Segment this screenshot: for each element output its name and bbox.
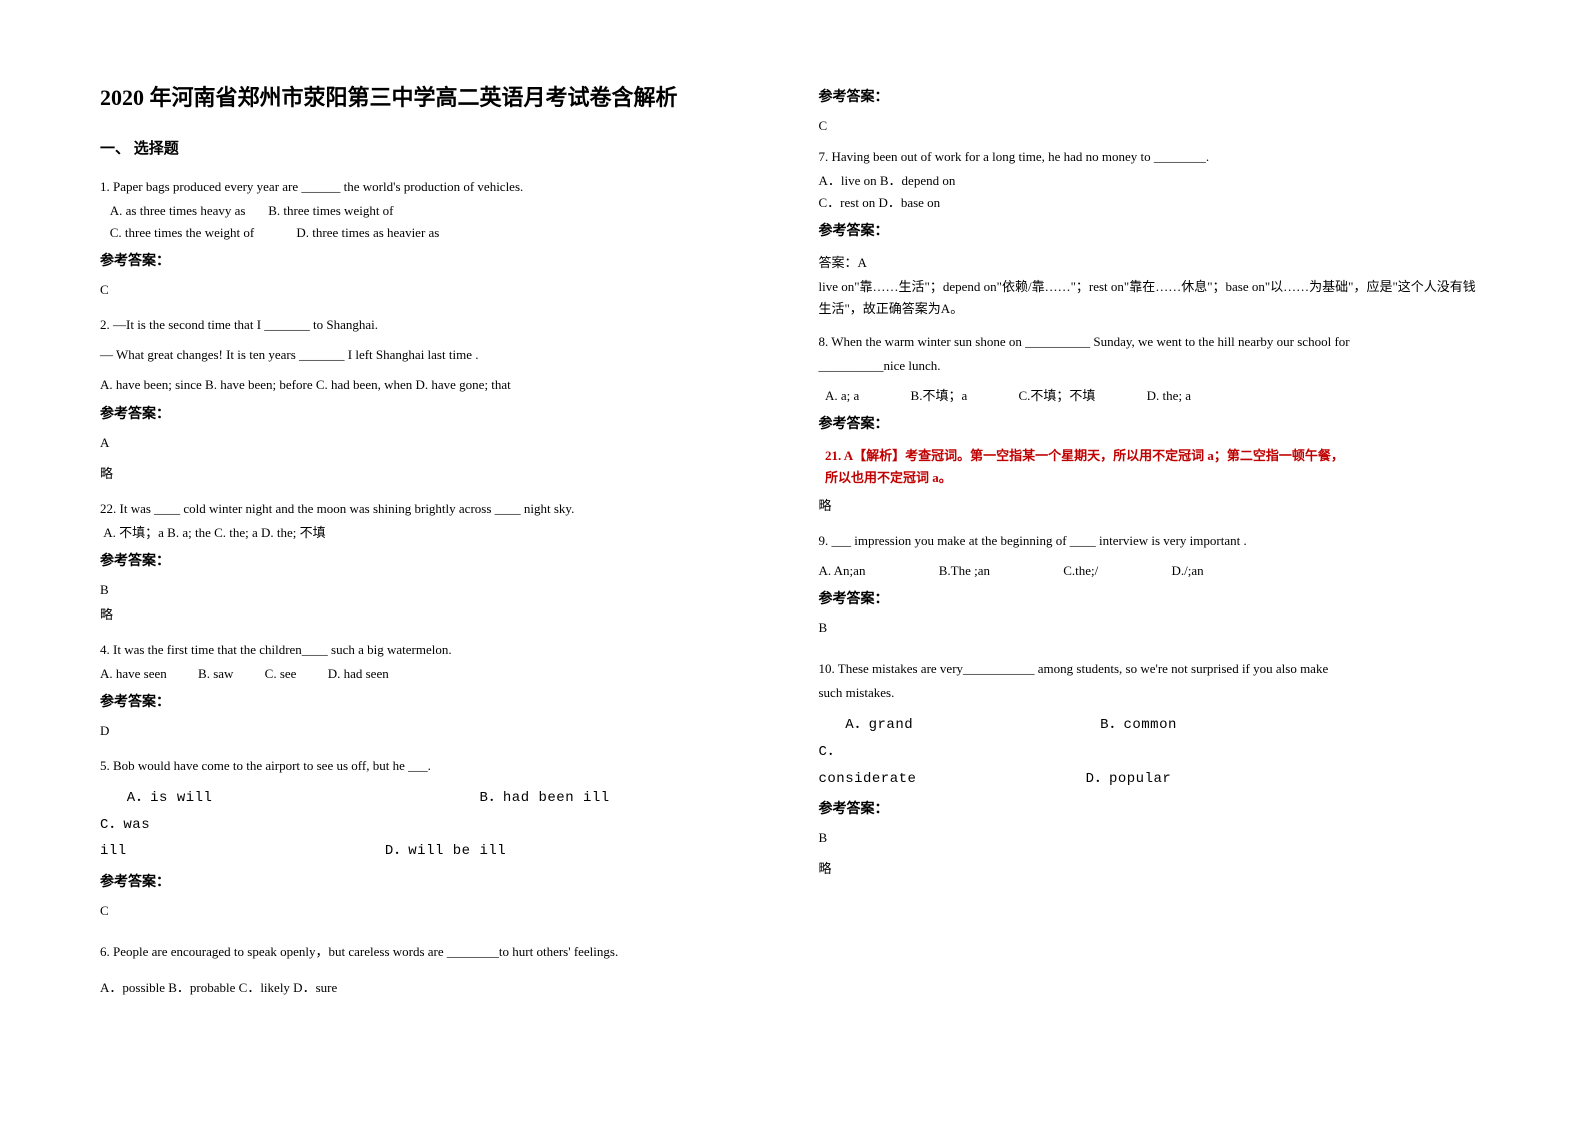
q4-opts: A. have seen B. saw C. see D. had seen [100, 663, 769, 685]
q10-answer: B [819, 830, 1488, 846]
q7-text: 7. Having been out of work for a long ti… [819, 146, 1488, 168]
q1-answer: C [100, 282, 769, 298]
q9-optA: A. An;an [819, 563, 866, 578]
q10-line1: 10. These mistakes are very___________ a… [819, 658, 1488, 680]
q22-opts-text: A. 不填；a B. a; the C. the; a D. the; 不填 [103, 525, 325, 540]
q4-text: 4. It was the first time that the childr… [100, 639, 769, 661]
q5-optB: B．had been ill [479, 790, 609, 806]
q10-considerate: considerate [819, 771, 917, 787]
q8-lue: 略 [819, 495, 1488, 514]
q6-answer-label: 参考答案： [819, 86, 1488, 106]
q9-optD: D./;an [1172, 563, 1204, 578]
q6-opts: A．possible B．probable C．likely D．sure [100, 977, 769, 999]
q10-optC: C． [819, 744, 842, 760]
q9-answer-label: 参考答案： [819, 588, 1488, 608]
q7-ans-prefix: 答案：A [819, 252, 1488, 274]
q2-lue: 略 [100, 463, 769, 482]
question-4: 4. It was the first time that the childr… [100, 639, 769, 745]
q4-optC: C. see [265, 666, 297, 681]
question-7: 7. Having been out of work for a long ti… [819, 146, 1488, 321]
q10-answer-label: 参考答案： [819, 798, 1488, 818]
q4-answer-label: 参考答案： [100, 691, 769, 711]
q10-row2: considerate D．popular [819, 766, 1488, 793]
question-6: 6. People are encouraged to speak openly… [100, 935, 769, 999]
q1-text: 1. Paper bags produced every year are __… [100, 176, 769, 198]
q22-lue: 略 [100, 604, 769, 623]
q5-row2: ill D．will be ill [100, 838, 769, 865]
question-22: 22. It was ____ cold winter night and th… [100, 498, 769, 629]
q6-text: 6. People are encouraged to speak openly… [100, 941, 769, 963]
q1-answer-label: 参考答案： [100, 250, 769, 270]
q1-optB: B. three times weight of [268, 203, 393, 218]
q5-ill: ill [100, 843, 127, 859]
q5-optC: C．was [100, 817, 150, 833]
q1-optC: C. three times the weight of [110, 225, 254, 240]
q6-answer: C [819, 118, 1488, 134]
question-8: 8. When the warm winter sun shone on ___… [819, 331, 1488, 520]
q2-line2: — What great changes! It is ten years __… [100, 344, 769, 366]
q7-explain: live on"靠……生活"；depend on"依赖/靠……"；rest on… [819, 276, 1488, 320]
section-header: 一、 选择题 [100, 137, 769, 158]
q4-optA: A. have seen [100, 666, 167, 681]
q8-explain-title: 21. A【解析】考查冠词。第一空指某一个星期天，所以用不定冠词 a；第二空指一… [819, 445, 1488, 467]
q8-opts: A. a; a B.不填；a C.不填；不填 D. the; a [819, 385, 1488, 407]
q9-text: 9. ___ impression you make at the beginn… [819, 530, 1488, 552]
q22-answer-label: 参考答案： [100, 550, 769, 570]
q8-explain-body-text: 所以也用不定冠词 a。 [825, 470, 952, 485]
question-5: 5. Bob would have come to the airport to… [100, 755, 769, 925]
q2-answer: A [100, 435, 769, 451]
q5-answer: C [100, 903, 769, 919]
q9-optC: C.the;/ [1063, 563, 1098, 578]
q8-optB: B.不填；a [911, 388, 968, 403]
q10-lue: 略 [819, 858, 1488, 877]
q8-line2: __________nice lunch. [819, 355, 1488, 377]
q4-optB: B. saw [198, 666, 233, 681]
left-column: 2020 年河南省郑州市荥阳第三中学高二英语月考试卷含解析 一、 选择题 1. … [100, 80, 769, 1082]
page-title: 2020 年河南省郑州市荥阳第三中学高二英语月考试卷含解析 [100, 80, 769, 112]
q5-optA: A．is will [127, 790, 213, 806]
question-1: 1. Paper bags produced every year are __… [100, 176, 769, 304]
q22-text: 22. It was ____ cold winter night and th… [100, 498, 769, 520]
q9-answer: B [819, 620, 1488, 636]
q1-row2: C. three times the weight of D. three ti… [100, 222, 769, 244]
q8-line1: 8. When the warm winter sun shone on ___… [819, 331, 1488, 353]
q9-optB: B.The ;an [939, 563, 990, 578]
q8-explain-title-text: 21. A【解析】考查冠词。第一空指某一个星期天，所以用不定冠词 a；第二空指一… [825, 448, 1344, 463]
q10-optB: B．common [1100, 717, 1177, 733]
question-9: 9. ___ impression you make at the beginn… [819, 530, 1488, 642]
q2-answer-label: 参考答案： [100, 403, 769, 423]
q22-answer: B [100, 582, 769, 598]
q10-optA: A．grand [845, 717, 913, 733]
q8-answer-label: 参考答案： [819, 413, 1488, 433]
q1-optD: D. three times as heavier as [296, 225, 439, 240]
question-2: 2. —It is the second time that I _______… [100, 314, 769, 487]
q8-explain-body: 所以也用不定冠词 a。 [819, 467, 1488, 489]
q10-optD: D．popular [1086, 771, 1172, 787]
q1-optA: A. as three times heavy as [110, 203, 246, 218]
q10-row1: A．grand B．common C． [819, 712, 1488, 765]
q8-optD: D. the; a [1147, 388, 1191, 403]
right-column: 参考答案： C 7. Having been out of work for a… [819, 80, 1488, 1082]
q5-answer-label: 参考答案： [100, 871, 769, 891]
q5-optD: D．will be ill [385, 843, 506, 859]
question-10: 10. These mistakes are very___________ a… [819, 658, 1488, 883]
q5-row1: A．is will B．had been ill C．was [100, 785, 769, 838]
q22-opts: A. 不填；a B. a; the C. the; a D. the; 不填 [100, 522, 769, 544]
q7-answer-label: 参考答案： [819, 220, 1488, 240]
q7-row2: C．rest on D．base on [819, 192, 1488, 214]
q2-opts: A. have been; since B. have been; before… [100, 374, 769, 396]
q1-row1: A. as three times heavy as B. three time… [100, 200, 769, 222]
q2-line1: 2. —It is the second time that I _______… [100, 314, 769, 336]
q4-optD: D. had seen [328, 666, 389, 681]
q8-optC: C.不填；不填 [1019, 388, 1096, 403]
q10-line2: such mistakes. [819, 682, 1488, 704]
q5-text: 5. Bob would have come to the airport to… [100, 755, 769, 777]
q8-optA: A. a; a [825, 388, 859, 403]
q9-opts: A. An;an B.The ;an C.the;/ D./;an [819, 560, 1488, 582]
q4-answer: D [100, 723, 769, 739]
q7-row1: A．live on B．depend on [819, 170, 1488, 192]
